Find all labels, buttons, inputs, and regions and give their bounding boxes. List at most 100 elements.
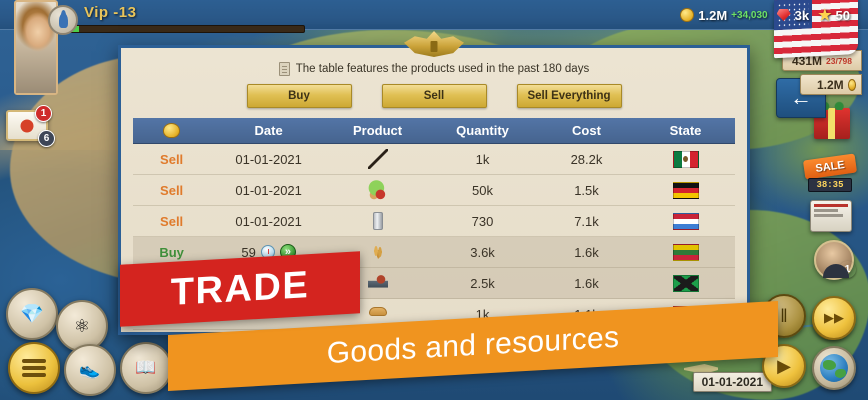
- advisor-avatar-icon[interactable]: 1: [814, 240, 854, 280]
- row-date: 01-01-2021: [235, 213, 302, 229]
- panel-action-buttons: Buy Sell Sell Everything: [121, 84, 747, 108]
- row-product: [327, 242, 428, 262]
- row-product: [327, 180, 428, 200]
- can-icon: [368, 211, 388, 232]
- book-icon[interactable]: 📖: [120, 342, 172, 394]
- row-action[interactable]: Sell: [160, 151, 184, 167]
- row-quantity: 730: [471, 213, 494, 229]
- gem-value: 3k: [794, 7, 810, 23]
- coin-value: 1.2M: [698, 7, 728, 23]
- resource-wheat-value: 431M: [791, 53, 822, 68]
- play-glyph: ▶: [777, 355, 791, 376]
- coin-icon: [680, 8, 695, 22]
- research-glyph: ⚛: [73, 315, 91, 336]
- resource-wheat-sub: 23/798: [826, 55, 852, 66]
- row-date: 01-01-2021: [235, 151, 302, 167]
- jamaica-flag-icon: [672, 274, 699, 292]
- lithuania-flag-icon: [672, 243, 699, 261]
- newspaper-icon[interactable]: [810, 200, 852, 232]
- column-header-action[interactable]: [133, 123, 210, 138]
- buy-button[interactable]: Buy: [246, 84, 352, 108]
- row-state: [636, 243, 735, 261]
- row-product: [327, 273, 428, 293]
- column-header-cost[interactable]: Cost: [572, 123, 601, 138]
- coin-gain: +34,030: [731, 9, 768, 21]
- wheat-icon: [367, 242, 388, 262]
- sale-label: SALE: [802, 153, 858, 180]
- table-header: Date Product Quantity Cost State: [133, 118, 735, 144]
- sell-everything-button[interactable]: Sell Everything: [516, 84, 622, 108]
- resource-coin-value: 1.2M: [817, 77, 844, 92]
- star-icon: ★: [818, 6, 832, 24]
- table-row[interactable]: Buy 59 3.6k 1.6k: [133, 237, 735, 268]
- currency-stats: 1.2M +34,030 3k ★ 50: [680, 2, 850, 28]
- bottom-right-controls: ‖ ▶▶ ▶: [762, 294, 862, 394]
- mexico-flag-icon: [672, 150, 699, 168]
- row-cost: 1.6k: [574, 244, 599, 260]
- row-action[interactable]: Buy: [159, 244, 184, 260]
- germany-flag-icon: [672, 181, 699, 199]
- coin-icon: [847, 78, 856, 91]
- globe-button[interactable]: [812, 346, 856, 390]
- table-row[interactable]: Sell 01-01-2021 1k 28.2k: [133, 144, 735, 175]
- row-quantity: 1k: [475, 151, 490, 167]
- mail-icon[interactable]: 1 6: [6, 105, 55, 147]
- boots-glyph: 👟: [79, 360, 101, 379]
- row-date: 01-01-2021: [235, 182, 302, 198]
- pause-glyph: ‖: [780, 305, 788, 326]
- fast-forward-glyph: ▶▶: [824, 310, 844, 325]
- treasure-glyph: 💎: [20, 304, 44, 325]
- column-header-product[interactable]: Product: [353, 123, 403, 138]
- book-glyph: 📖: [135, 358, 157, 377]
- mail-badge-new: 1: [35, 105, 52, 122]
- mail-badge-count: 6: [38, 130, 55, 147]
- sell-button[interactable]: Sell: [381, 84, 487, 108]
- pawn-icon: [58, 12, 68, 28]
- row-state: [636, 212, 735, 230]
- netherlands-flag-icon: [672, 212, 699, 230]
- row-action[interactable]: Sell: [160, 213, 184, 229]
- row-state: [636, 181, 735, 199]
- machinery-icon: [367, 273, 388, 293]
- hamburger-icon: [22, 356, 46, 380]
- avatar[interactable]: [14, 0, 58, 95]
- sale-icon[interactable]: SALE 38:35: [802, 153, 858, 197]
- bottom-left-controls: 💎 ⚛ 👟 📖: [4, 288, 172, 396]
- star-value: 50: [835, 7, 850, 23]
- row-product: [327, 149, 428, 169]
- xp-progress-bar: [60, 25, 305, 33]
- resource-coin[interactable]: 1.2M: [800, 74, 862, 95]
- plane-icon: [684, 364, 718, 374]
- game-date: 01-01-2021: [692, 372, 772, 392]
- row-quantity: 50k: [472, 182, 493, 198]
- gem-stat[interactable]: 3k: [776, 7, 810, 23]
- move-boots-icon[interactable]: 👟: [64, 344, 116, 396]
- star-stat[interactable]: ★ 50: [818, 8, 850, 23]
- row-cost: 1.5k: [574, 182, 599, 198]
- menu-button[interactable]: [8, 342, 60, 394]
- row-product: [327, 211, 428, 232]
- research-icon[interactable]: ⚛: [56, 300, 108, 352]
- coin-icon: [163, 123, 181, 138]
- coin-stat[interactable]: 1.2M +34,030: [680, 7, 768, 23]
- column-header-state[interactable]: State: [669, 123, 702, 138]
- row-cost: 28.2k: [570, 151, 603, 167]
- vip-level-label: Vip -13: [84, 4, 137, 21]
- fast-forward-button[interactable]: ▶▶: [812, 296, 856, 340]
- table-row[interactable]: Sell 01-01-2021 50k 1.5k: [133, 175, 735, 206]
- treasure-icon[interactable]: 💎: [6, 288, 58, 340]
- row-quantity: 2.5k: [470, 275, 495, 291]
- column-header-quantity[interactable]: Quantity: [456, 123, 509, 138]
- table-row[interactable]: Sell 01-01-2021 730 7.1k: [133, 206, 735, 237]
- column-header-date[interactable]: Date: [254, 123, 283, 138]
- row-quantity: 3.6k: [470, 244, 495, 260]
- row-cost: 1.6k: [574, 275, 599, 291]
- sale-timer: 38:35: [808, 178, 852, 192]
- document-icon: [278, 62, 290, 76]
- rank-badge-icon[interactable]: [48, 5, 78, 35]
- needle-icon: [367, 149, 388, 169]
- advisor-badge: 1: [839, 261, 856, 278]
- row-action[interactable]: Sell: [160, 182, 184, 198]
- vegetables-icon: [367, 180, 388, 200]
